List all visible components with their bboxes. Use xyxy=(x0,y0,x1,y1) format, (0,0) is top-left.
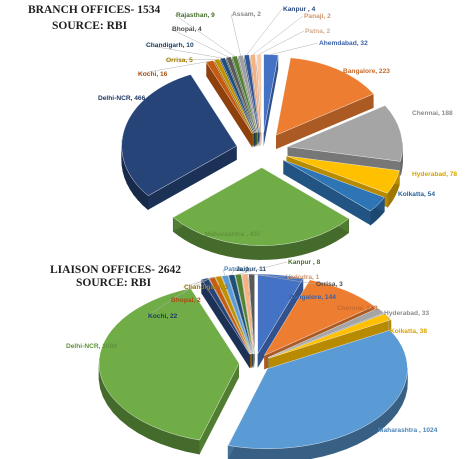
chart1-slice-patna xyxy=(256,54,262,147)
chart2-label-jaipur: Jaipur, 11 xyxy=(236,266,266,273)
chart2-leader-chandigarh xyxy=(182,276,219,288)
chart1-leader-kochi xyxy=(136,60,210,75)
chart1-label-delhi-ncr: Delhi-NCR, 466 xyxy=(98,95,146,102)
chart2-label-bhopal: Bhopal, 2 xyxy=(171,297,201,304)
chart1-label-maharashtra: Maharashtra , 437 xyxy=(205,231,261,238)
chart2-label-delhi-ncr: Delhi-NCR, 1086 xyxy=(66,343,117,350)
chart1-leader-patna xyxy=(258,30,305,55)
chart1-slice-kolkatta xyxy=(283,159,385,226)
chart1-label-chennai: Chennai, 188 xyxy=(412,110,453,117)
chart2-label-vadodra: Vadodra, 1 xyxy=(286,274,320,281)
chart2-label-hyderabad: Hyderabad, 33 xyxy=(384,310,429,317)
chart1-label-assam: Assam, 2 xyxy=(232,11,261,18)
chart2-label-patna: Patna, 1 xyxy=(224,266,250,273)
chart2-label-kochi: Kochi, 22 xyxy=(148,313,178,320)
chart1-slice-ahemdabad xyxy=(263,54,279,147)
chart2-slice-delhi-ncr xyxy=(98,288,240,455)
chart1-slice-maharashtra xyxy=(172,167,350,260)
chart1-slice-delhi-ncr xyxy=(121,74,237,211)
chart2-label-maharashtra: Maharashtra , 1024 xyxy=(378,427,438,434)
chart1-label-bangalore: Bangalore, 223 xyxy=(343,68,390,75)
chart1-label-bhopal: Bhopal, 4 xyxy=(172,26,202,33)
chart1-label-orrisa: Orrisa, 5 xyxy=(166,57,193,64)
chart2-title: LIAISON OFFICES- 2642 xyxy=(50,264,181,276)
chart1-label-ahemdabad: Ahemdabad, 32 xyxy=(319,40,368,47)
chart2-label-chandigarh: Chandigarh, 3 xyxy=(184,284,228,291)
chart2-leader-patna xyxy=(222,268,226,276)
chart1-leader-assam xyxy=(230,13,241,56)
chart2-slice-bangalore xyxy=(257,273,304,368)
chart1-slice-bangalore xyxy=(275,57,374,150)
chart1-title: BRANCH OFFICES- 1534 xyxy=(28,4,161,16)
chart1-leader-chandigarh xyxy=(144,44,223,59)
chart2-slice-maharashtra xyxy=(227,329,408,459)
chart1-branch-offices-pie: Ahemdabad, 32 Bangalore, 223 Chennai, 188 H… xyxy=(98,6,457,260)
chart1-leader-bhopal xyxy=(170,28,229,58)
chart1-label-chandigarh: Chandigarh, 10 xyxy=(146,42,194,49)
chart2-leader-hyderabad xyxy=(380,310,384,314)
chart2-label-chennai: Chennai, 248 xyxy=(337,305,378,312)
chart2-leader-orrisa xyxy=(251,273,316,285)
chart1-label-patna: Patna, 2 xyxy=(305,28,331,35)
chart2-leader-kochi xyxy=(146,278,205,317)
chart2-slice-kochi xyxy=(201,277,251,369)
chart2-leader-vadodra xyxy=(244,273,286,278)
chart2-label-orrisa: Orrisa, 3 xyxy=(316,281,343,288)
chart1-leader-ahemdabad xyxy=(270,42,319,55)
chart1-leader-panaji xyxy=(252,15,304,55)
chart1-subtitle: SOURCE: RBI xyxy=(52,20,128,32)
chart1-leader-kanpur xyxy=(246,8,283,56)
chart2-label-bangalore: Bangalore, 144 xyxy=(289,294,336,301)
chart2-leader-bhopal xyxy=(169,277,212,301)
chart1-label-rajasthan: Rajasthan, 9 xyxy=(176,12,215,19)
chart1-slice-kochi xyxy=(205,60,253,148)
chart1-label-panaji: Panaji, 2 xyxy=(304,13,331,20)
chart2-label-kanpur: Kanpur , 8 xyxy=(288,259,321,266)
chart1-label-kolkatta: Kolkatta, 54 xyxy=(398,191,435,198)
chart2-leader-kolkatta xyxy=(387,316,390,332)
chart2-leader-jaipur xyxy=(231,268,236,276)
chart1-leader-rajasthan xyxy=(174,14,235,57)
chart1-leader-orrisa xyxy=(164,59,217,61)
chart2-subtitle: SOURCE: RBI xyxy=(76,277,152,289)
chart1-label-hyderabad: Hyderabad, 78 xyxy=(412,171,457,178)
chart2-label-kolkatta: Kolkatta, 38 xyxy=(390,328,427,335)
chart2-leader-kanpur xyxy=(238,261,288,275)
chart1-label-kanpur: Kanpur , 4 xyxy=(283,6,316,13)
chart1-label-kochi: Kochi, 16 xyxy=(138,71,168,78)
